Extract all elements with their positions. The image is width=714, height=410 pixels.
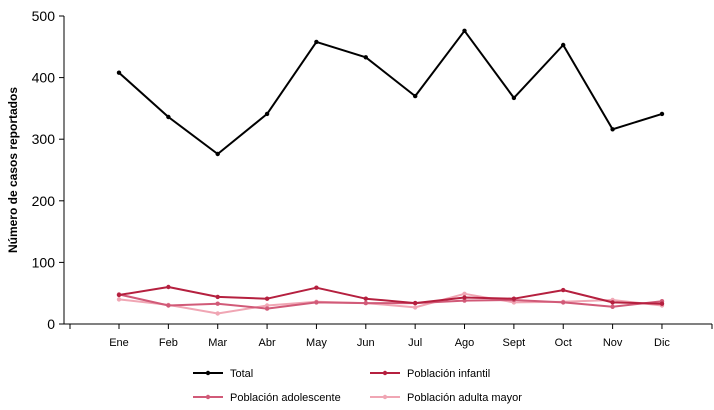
data-point (659, 111, 665, 117)
x-tick-label: Oct (555, 337, 572, 349)
y-tick-label: 100 (32, 254, 56, 270)
legend-swatch-marker (382, 394, 388, 400)
data-point (462, 28, 467, 33)
data-point (264, 111, 270, 117)
y-tick-label: 400 (32, 70, 56, 86)
data-point (561, 287, 566, 293)
series-población-infantil (116, 284, 665, 306)
data-point (462, 291, 467, 296)
y-tick-label: 0 (47, 316, 55, 332)
x-tick-label: Abr (259, 337, 276, 349)
data-point (462, 298, 467, 303)
legend: Total Población infantil Población adolesc… (193, 368, 522, 404)
data-point (659, 301, 665, 306)
data-point (264, 306, 270, 311)
legend-swatch-marker (205, 370, 211, 376)
data-point (264, 303, 270, 308)
series-line (118, 293, 663, 310)
legend-item: Población infantil (370, 368, 490, 380)
data-point (116, 297, 122, 302)
x-tick-label: Dic (654, 337, 670, 349)
data-point (413, 300, 418, 306)
legend-swatch-marker (205, 394, 211, 400)
data-point (116, 292, 122, 298)
x-tick-label: May (306, 337, 327, 349)
series-total (116, 28, 665, 157)
legend-label: Total (230, 368, 253, 380)
data-point (314, 39, 319, 45)
data-point (610, 127, 615, 132)
data-point (215, 311, 220, 316)
x-tick-label: Jun (357, 337, 375, 349)
data-point (215, 294, 220, 300)
data-point (166, 303, 171, 308)
x-tick-label: Mar (208, 337, 227, 349)
legend-swatch-marker (382, 370, 388, 376)
data-point (413, 305, 418, 310)
data-point (511, 95, 517, 101)
series-line (118, 29, 663, 155)
data-point (462, 295, 467, 300)
data-point (363, 300, 368, 306)
data-point (610, 304, 615, 309)
axes: 0 100 200 300 400 500 Ene Feb Mar Abr May Jun Jul Ago… (32, 8, 713, 349)
y-tick-label: 300 (32, 131, 56, 147)
data-point (166, 114, 171, 120)
data-point (363, 296, 368, 301)
data-point (610, 300, 615, 305)
x-tick-label: Jul (408, 337, 422, 349)
x-tick-label: Ene (109, 337, 129, 349)
y-tick-label: 500 (32, 8, 56, 24)
y-axis-title: Número de casos reportados (6, 87, 20, 253)
data-point (264, 296, 270, 301)
data-point (116, 70, 122, 75)
legend-item: Población adolescente (193, 392, 341, 404)
series-line (118, 292, 663, 315)
legend-label: Población adolescente (230, 392, 341, 404)
x-tick-label: Feb (159, 337, 178, 349)
data-point (561, 42, 566, 48)
data-point (561, 300, 566, 305)
series-line (118, 286, 663, 305)
data-point (511, 296, 517, 301)
legend-item: Total (193, 368, 253, 380)
data-point (215, 301, 220, 306)
y-tick-label: 200 (32, 193, 56, 209)
legend-label: Población adulta mayor (407, 392, 522, 404)
legend-label: Población infantil (407, 368, 490, 380)
data-point (363, 55, 368, 60)
x-tick-label: Sept (503, 337, 526, 349)
data-point (314, 300, 319, 305)
series-layer (116, 28, 665, 316)
data-point (166, 284, 171, 290)
data-point (314, 285, 319, 290)
x-tick-label: Ago (455, 337, 475, 349)
legend-item: Población adulta mayor (370, 392, 522, 404)
data-point (215, 151, 220, 157)
data-point (413, 93, 418, 99)
x-tick-label: Nov (603, 337, 623, 349)
